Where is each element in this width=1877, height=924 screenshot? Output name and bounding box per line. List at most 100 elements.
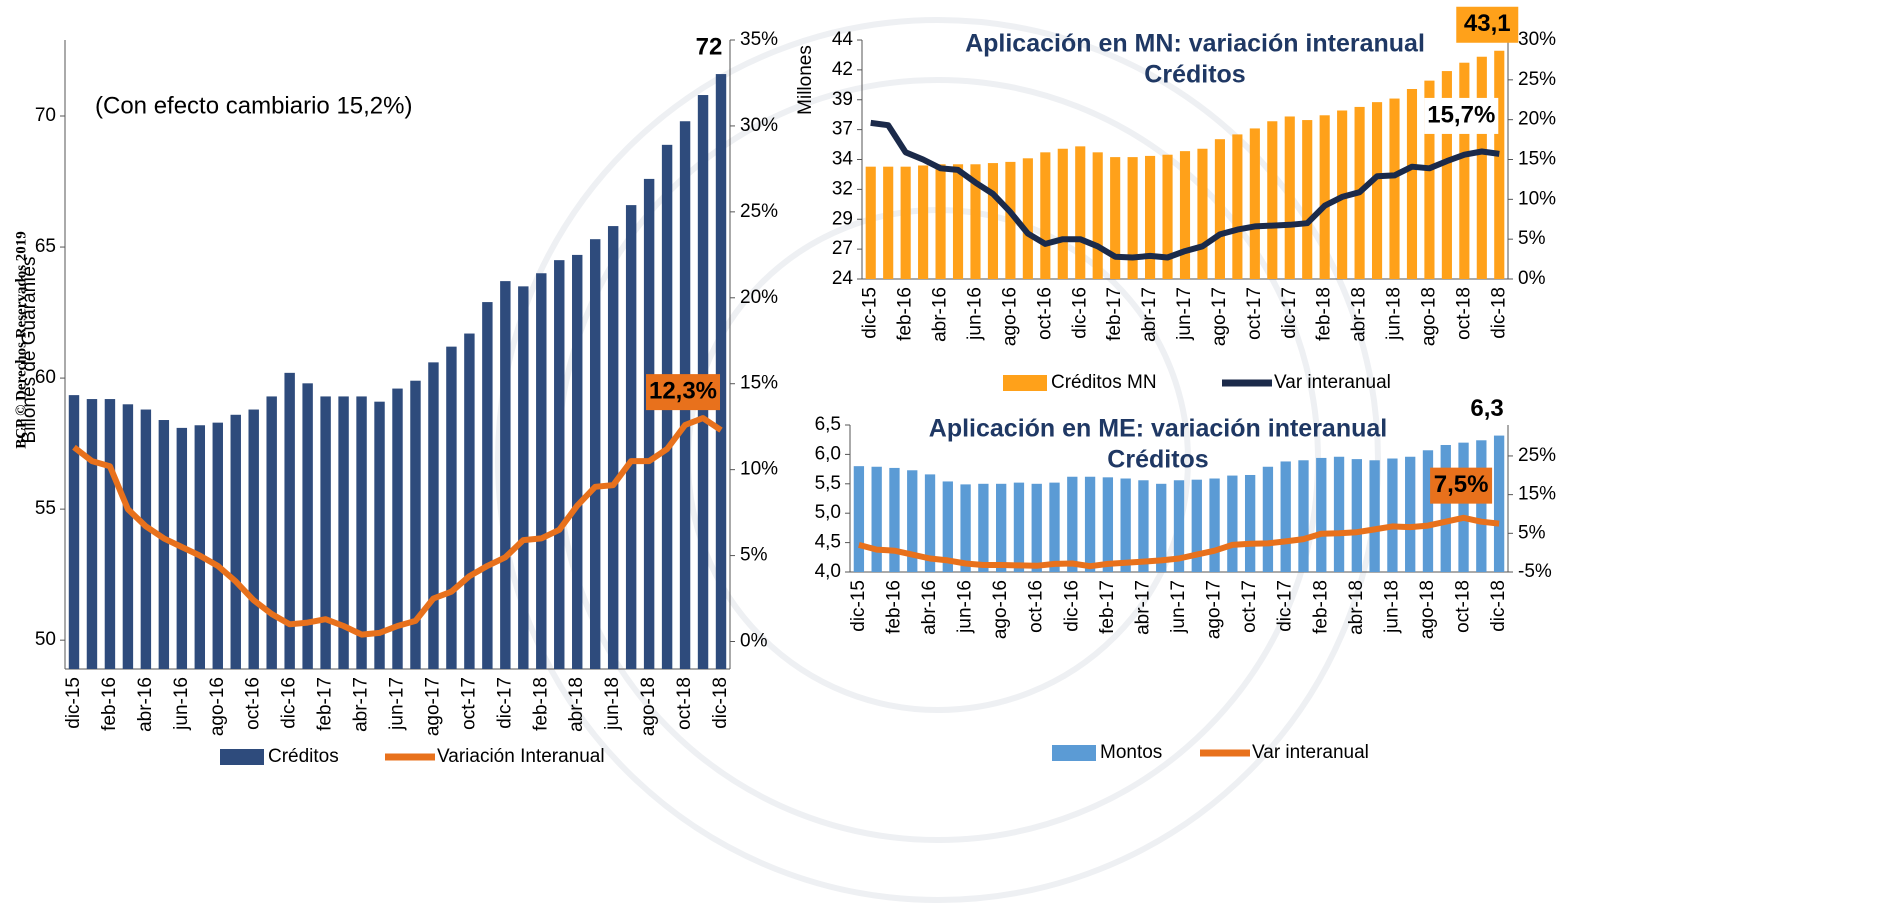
x-tick-label: feb-18: [530, 677, 551, 731]
bar: [1232, 134, 1243, 279]
x-tick-label: ago-18: [1418, 287, 1439, 346]
bar: [1197, 148, 1208, 279]
bar: [1369, 460, 1380, 572]
bar: [589, 239, 601, 669]
bar: [871, 466, 882, 572]
legend-label: Montos: [1100, 742, 1162, 763]
x-tick-label: feb-17: [315, 677, 336, 731]
x-tick-label: abr-17: [1132, 580, 1153, 635]
bar: [1441, 71, 1452, 279]
bar: [978, 483, 989, 572]
x-tick-label: dic-18: [710, 677, 731, 729]
bar: [1145, 155, 1156, 279]
x-tick-label: abr-16: [135, 677, 156, 732]
bar: [1138, 480, 1149, 572]
line: [72, 415, 723, 638]
y2-tick-label: 0%: [1518, 268, 1546, 289]
bar: [1092, 152, 1103, 279]
bar: [1262, 466, 1274, 572]
bar: [1040, 152, 1051, 279]
x-tick-label: dic-16: [1061, 580, 1082, 632]
x-tick-label: abr-17: [1139, 287, 1160, 342]
bar: [625, 205, 637, 670]
bar: [518, 286, 529, 669]
y-tick-label: 44: [832, 29, 854, 50]
y-tick-label: 60: [35, 367, 56, 388]
y-tick-label: 32: [832, 178, 853, 199]
x-tick-label: ago-16: [990, 580, 1011, 639]
y2-tick-label: 30%: [1518, 29, 1556, 50]
bar: [1179, 151, 1191, 279]
x-tick-label: ago-16: [207, 677, 228, 736]
bar: [1284, 116, 1295, 279]
bar: [320, 396, 331, 669]
bar: [1316, 457, 1327, 572]
bar: [302, 383, 313, 669]
bar: [1227, 475, 1238, 572]
bar: [68, 395, 80, 669]
line: [858, 514, 1500, 570]
x-tick-label: jun-17: [1168, 580, 1189, 634]
x-tick-label: ago-18: [1417, 580, 1438, 639]
bar: [853, 466, 865, 572]
bar: [1351, 459, 1362, 572]
x-tick-label: ago-17: [422, 677, 443, 736]
y-tick-label: 5,5: [815, 473, 841, 494]
bar: [158, 420, 170, 669]
bar: [1333, 456, 1345, 572]
bar: [122, 404, 134, 669]
bar: [1022, 158, 1033, 279]
value-label-box: [1424, 97, 1499, 134]
y-tick-label: 5,0: [815, 502, 841, 523]
chart-title: Aplicación en ME: variación interanual: [929, 415, 1387, 443]
legend-label: Créditos: [268, 746, 339, 767]
y2-tick-label: 15%: [740, 373, 778, 394]
y2-tick-label: 10%: [740, 459, 778, 480]
x-tick-label: feb-16: [99, 677, 120, 731]
y-tick-label: 29: [832, 208, 853, 229]
y2-tick-label: 25%: [740, 201, 778, 222]
bar: [1013, 482, 1025, 572]
bar: [1424, 80, 1435, 279]
y-tick-label: 42: [832, 59, 853, 80]
value-label-box: [646, 374, 721, 411]
x-tick-label: ago-17: [1209, 287, 1230, 346]
x-tick-label: ago-18: [638, 677, 659, 736]
bar: [140, 409, 152, 669]
y-tick-label: 6,0: [815, 443, 841, 464]
y-axis-label: Millones: [795, 45, 816, 115]
bar: [1387, 458, 1398, 572]
value-label: 43,1: [1464, 10, 1511, 37]
x-tick-label: oct-16: [1026, 580, 1047, 633]
bar: [212, 422, 223, 669]
bar: [996, 483, 1007, 572]
bar: [1075, 146, 1086, 279]
bar: [900, 166, 911, 279]
bar: [1214, 139, 1225, 279]
x-tick-label: dic-17: [494, 677, 515, 729]
bar: [1476, 56, 1487, 280]
x-tick-label: ago-17: [1204, 580, 1225, 639]
x-tick-label: jun-18: [602, 677, 623, 731]
y2-tick-label: 5%: [1518, 522, 1546, 543]
bar: [500, 281, 511, 669]
bar: [86, 399, 98, 669]
bar: [1371, 102, 1383, 279]
bar: [248, 409, 259, 669]
x-tick-label: dic-15: [848, 580, 869, 632]
x-tick-label: dic-18: [1488, 580, 1509, 632]
bar: [230, 414, 241, 669]
y-tick-label: 4,0: [815, 561, 841, 582]
y-tick-label: 70: [35, 105, 56, 126]
x-tick-label: jun-16: [965, 287, 986, 341]
y-tick-label: 37: [832, 119, 853, 140]
bar: [194, 425, 206, 669]
bar: [1057, 148, 1068, 279]
bar: [1298, 460, 1309, 572]
x-tick-label: dic-17: [1279, 287, 1300, 339]
bar: [1067, 476, 1078, 572]
x-tick-label: feb-16: [883, 580, 904, 634]
bar: [1005, 161, 1016, 279]
bar: [1493, 435, 1505, 572]
